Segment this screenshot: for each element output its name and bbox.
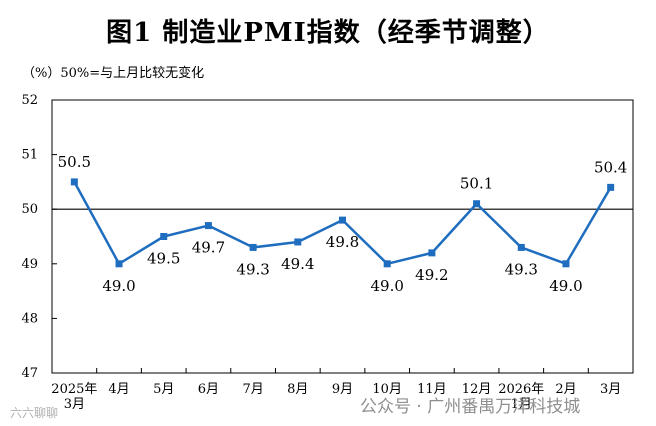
data-point (160, 233, 168, 240)
data-point (562, 260, 570, 268)
data-label: 49.3 (236, 260, 269, 278)
watermark-left: 六六聊聊 (10, 406, 59, 420)
data-point (249, 243, 257, 251)
data-label: 49.2 (415, 266, 448, 284)
y-tick-label: 49 (21, 257, 38, 272)
data-label: 49.5 (147, 250, 180, 268)
data-label: 50.5 (58, 153, 91, 171)
data-label: 49.0 (102, 277, 135, 295)
y-tick-label: 52 (21, 93, 38, 108)
plot-frame (51, 99, 634, 374)
data-label: 49.0 (370, 277, 403, 295)
data-label: 49.7 (192, 239, 225, 257)
x-tick-label: 3月 (600, 382, 621, 397)
data-point (294, 238, 302, 246)
x-tick-label: 12月 (462, 382, 492, 397)
data-label: 49.3 (505, 260, 538, 278)
data-point (383, 260, 391, 268)
data-label: 50.1 (460, 175, 493, 193)
data-point (70, 178, 78, 186)
data-point (204, 222, 212, 230)
data-point (339, 216, 346, 224)
data-label: 50.4 (594, 158, 627, 176)
data-labels: 50.5 49.0 49.5 49.7 49.3 49.4 49.8 49.0 49.2 50.1… (58, 153, 628, 295)
data-label: 49.4 (281, 255, 314, 273)
x-tick-label: 2026年 (498, 382, 544, 397)
x-tick-label: 1月 (511, 397, 532, 412)
y-tick-label: 51 (21, 148, 38, 163)
x-tick-label: 7月 (242, 382, 263, 397)
y-tick-label: 48 (21, 311, 38, 326)
x-tick-label: 9月 (332, 382, 353, 397)
x-tick-label: 3月 (64, 397, 85, 412)
y-tick-label: 50 (21, 202, 38, 217)
data-point (607, 183, 615, 191)
data-point (473, 200, 481, 208)
data-point (517, 243, 525, 251)
data-label: 49.8 (326, 233, 359, 251)
x-tick-label: 10月 (372, 382, 402, 397)
y-axis-unit-label: （%）50%=与上月比较无变化 (22, 66, 205, 81)
data-label: 49.0 (549, 277, 582, 295)
x-tick-label: 11月 (417, 382, 447, 397)
watermark-right: 公众号 · 广州番禺万洋科技城 (360, 397, 581, 417)
data-point (115, 260, 123, 268)
x-tick-label: 5月 (153, 382, 174, 397)
x-tick-label: 4月 (108, 382, 129, 397)
chart-title: 图1 制造业PMI指数（经季节调整） (106, 18, 550, 48)
x-tick-label: 6月 (198, 382, 219, 397)
x-tick-label: 8月 (287, 382, 308, 397)
x-tick-label: 2025年 (51, 382, 97, 397)
data-point (428, 249, 436, 257)
series-points (70, 178, 615, 268)
y-tick-label: 47 (21, 366, 38, 381)
x-tick-label: 2月 (555, 382, 576, 397)
